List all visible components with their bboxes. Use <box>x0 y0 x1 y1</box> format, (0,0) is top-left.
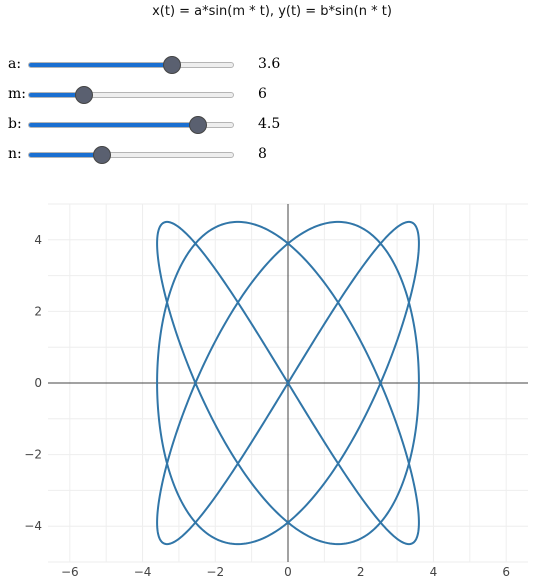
slider-label-n: n: <box>8 146 22 162</box>
lissajous-plot[interactable]: −6 −4 −2 0 2 4 6 −4 −2 0 2 4 <box>0 196 544 584</box>
slider-row-n: n: 8 <box>8 144 308 166</box>
slider-row-a: a: 3.6 <box>8 54 308 76</box>
slider-n-thumb[interactable] <box>93 146 111 164</box>
slider-value-m: 6 <box>258 86 267 102</box>
x-tick-label: 2 <box>357 565 365 579</box>
slider-value-b: 4.5 <box>258 116 280 132</box>
y-tick-label: −4 <box>24 519 42 533</box>
x-tick-label: −4 <box>134 565 152 579</box>
slider-b-track[interactable] <box>28 122 234 128</box>
x-tick-label: 6 <box>502 565 510 579</box>
slider-label-a: a: <box>8 56 21 72</box>
tick-layer: −6 −4 −2 0 2 4 6 −4 −2 0 2 4 <box>24 233 510 579</box>
slider-a-thumb[interactable] <box>163 56 181 74</box>
slider-a-fill <box>29 63 172 67</box>
slider-m-track[interactable] <box>28 92 234 98</box>
slider-n-fill <box>29 153 102 157</box>
slider-m-thumb[interactable] <box>75 86 93 104</box>
x-tick-label: −6 <box>61 565 79 579</box>
slider-label-m: m: <box>8 86 26 102</box>
x-tick-label: 4 <box>430 565 438 579</box>
slider-value-n: 8 <box>258 146 267 162</box>
slider-n-track[interactable] <box>28 152 234 158</box>
slider-value-a: 3.6 <box>258 56 280 72</box>
x-tick-label: 0 <box>284 565 292 579</box>
slider-b-fill <box>29 123 198 127</box>
page-title: x(t) = a*sin(m * t), y(t) = b*sin(n * t) <box>0 4 544 19</box>
y-tick-label: 2 <box>34 304 42 318</box>
slider-label-b: b: <box>8 116 22 132</box>
slider-row-b: b: 4.5 <box>8 114 308 136</box>
slider-a-track[interactable] <box>28 62 234 68</box>
y-tick-label: 0 <box>34 376 42 390</box>
plot-area[interactable]: −6 −4 −2 0 2 4 6 −4 −2 0 2 4 <box>0 196 544 588</box>
x-tick-label: −2 <box>206 565 224 579</box>
slider-b-thumb[interactable] <box>189 116 207 134</box>
y-tick-label: 4 <box>34 233 42 247</box>
slider-row-m: m: 6 <box>8 84 308 106</box>
y-tick-label: −2 <box>24 448 42 462</box>
